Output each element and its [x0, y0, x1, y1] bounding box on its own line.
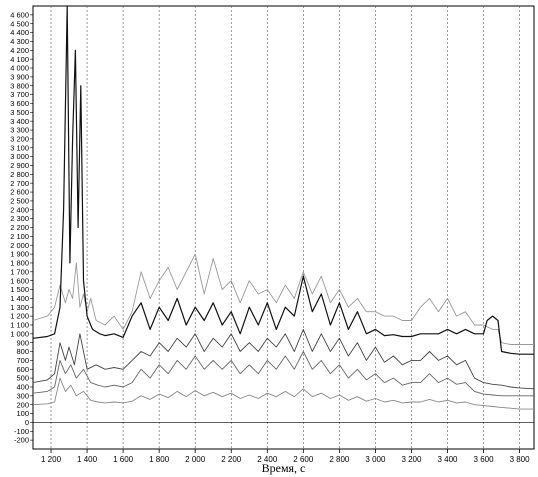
y-tick-label: 1 100 [10, 321, 29, 330]
y-tick-label: -200 [14, 436, 29, 445]
y-tick-label: 2 800 [10, 170, 29, 179]
y-tick-label: 600 [16, 365, 29, 374]
y-tick-label: 100 [16, 409, 29, 418]
y-tick-label: 2 900 [10, 161, 29, 170]
y-tick-label: 3 300 [10, 126, 29, 135]
x-axis-label: Время, с [262, 461, 306, 475]
series-line [32, 253, 534, 345]
y-tick-label: 400 [16, 383, 29, 392]
y-tick-label: 700 [16, 356, 29, 365]
y-tick-label: 4 300 [10, 37, 29, 46]
y-tick-label: 500 [16, 374, 29, 383]
x-tick-label: 3 600 [474, 455, 495, 464]
y-tick-label: 2 700 [10, 179, 29, 188]
y-tick-label: 4 200 [10, 46, 29, 55]
x-tick-label: 3 800 [510, 455, 531, 464]
x-tick-label: 1 600 [113, 455, 134, 464]
y-tick-label: 2 300 [10, 214, 29, 223]
series-layer [32, 5, 535, 410]
x-tick-label: 2 800 [329, 455, 350, 464]
y-tick-label: 4 600 [10, 10, 29, 19]
y-tick-label: 4 500 [10, 19, 29, 28]
plot-frame [32, 5, 535, 450]
y-tick-label: 200 [16, 400, 29, 409]
x-tick-label: 2 200 [221, 455, 242, 464]
y-tick-label: 3 900 [10, 72, 29, 81]
y-tick-label: 900 [16, 338, 29, 347]
series-line [32, 351, 534, 397]
series-line [32, 377, 534, 410]
y-tick-label: -100 [14, 427, 29, 436]
y-tick-label: 1 300 [10, 303, 29, 312]
y-tick-label: 1 800 [10, 259, 29, 268]
series-line [32, 328, 535, 390]
y-tick-label: 3 500 [10, 108, 29, 117]
y-tick-label: 2 400 [10, 205, 29, 214]
y-tick-label: 1 000 [10, 329, 29, 338]
y-tick-label: 800 [16, 347, 29, 356]
y-tick-label: 2 100 [10, 232, 29, 241]
y-tick-label: 3 800 [10, 81, 29, 90]
y-tick-label: 1 400 [10, 294, 29, 303]
y-tick-label: 1 500 [10, 285, 29, 294]
x-tick-label: 2 000 [185, 455, 206, 464]
y-tick-label: 3 400 [10, 117, 29, 126]
x-tick-label: 1 800 [149, 455, 170, 464]
x-tick-label: 3 200 [401, 455, 422, 464]
x-tick-label: 1 200 [41, 455, 62, 464]
y-tick-label: 4 000 [10, 64, 29, 73]
x-tick-label: 1 400 [77, 455, 98, 464]
y-tick-label: 2 600 [10, 188, 29, 197]
y-tick-label: 1 200 [10, 312, 29, 321]
series-line [32, 5, 534, 355]
x-axis-ticks: 1 200 1 400 1 600 1 800 2 000 2 200 2 400 2 600… [41, 449, 530, 464]
y-tick-label: 1 900 [10, 250, 29, 259]
x-tick-label: 3 000 [365, 455, 386, 464]
y-tick-label: 3 600 [10, 99, 29, 108]
y-tick-label: 3 100 [10, 143, 29, 152]
x-tick-label: 3 400 [437, 455, 458, 464]
y-tick-label: 3 700 [10, 90, 29, 99]
y-tick-label: 1 700 [10, 267, 29, 276]
y-tick-label: 4 100 [10, 55, 29, 64]
x-tick-label: 2 400 [257, 455, 278, 464]
y-tick-label: 0 [25, 418, 29, 427]
x-grid [50, 6, 520, 449]
y-tick-label: 3 200 [10, 135, 29, 144]
y-tick-label: 1 600 [10, 276, 29, 285]
x-tick-label: 2 600 [293, 455, 314, 464]
y-tick-label: 2 200 [10, 223, 29, 232]
y-tick-label: 4 400 [10, 28, 29, 37]
y-tick-label: 3 000 [10, 152, 29, 161]
y-tick-label: 2 000 [10, 241, 29, 250]
y-tick-label: 300 [16, 391, 29, 400]
y-tick-label: 2 500 [10, 197, 29, 206]
